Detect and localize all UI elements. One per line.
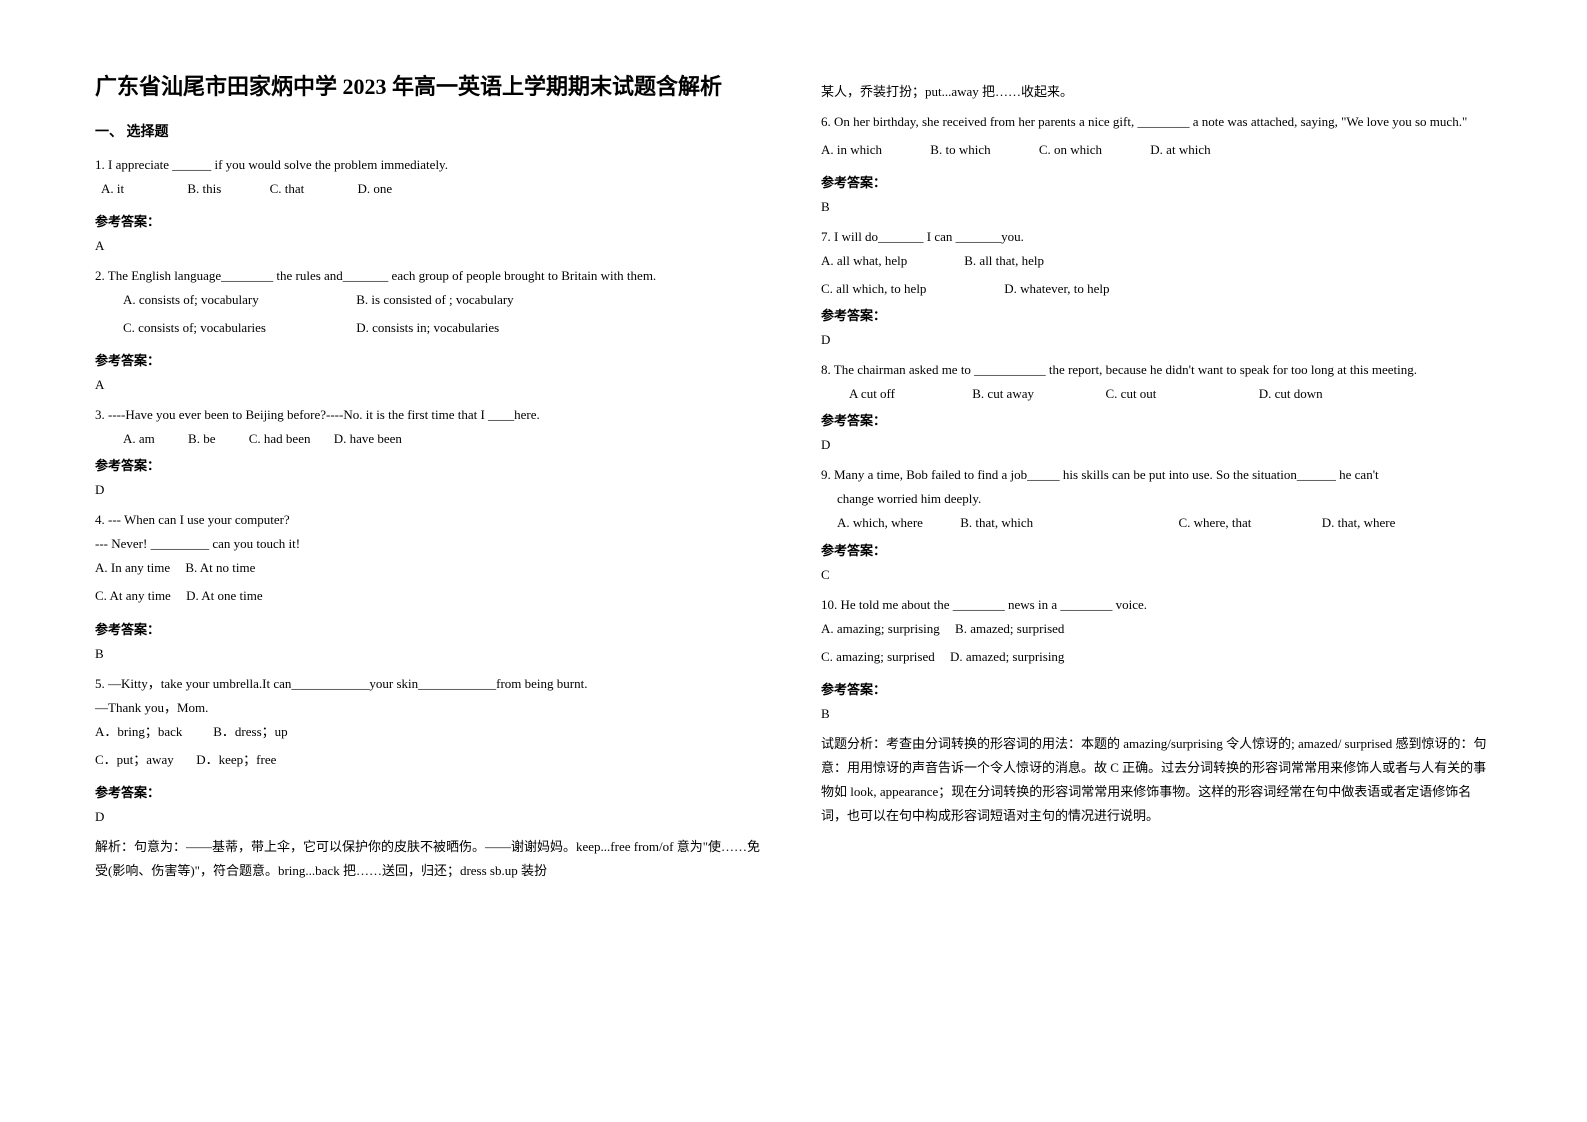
q7-text: 7. I will do_______ I can _______you. [821,225,1492,249]
q6-text: 6. On her birthday, she received from he… [821,110,1492,134]
q5-opt-d: D．keep；free [196,752,276,767]
q6-opt-a: A. in which [821,142,882,157]
q10-options-row1: A. amazing; surprising B. amazed; surpri… [821,617,1492,641]
q4-opt-d: D. At one time [186,588,263,603]
q7-answer: D [821,332,1492,348]
section-header: 一、 选择题 [95,121,766,141]
q10-options-row2: C. amazing; surprised D. amazed; surpris… [821,645,1492,669]
q1-answer: A [95,238,766,254]
q1-opt-b: B. this [187,181,221,196]
q2-options-row1: A. consists of; vocabulary B. is consist… [95,288,766,312]
q9-opt-b: B. that, which [960,511,1175,535]
q8-opt-d: D. cut down [1259,386,1323,401]
q3-answer-label: 参考答案： [95,455,766,474]
q7-options-row1: A. all what, help B. all that, help [821,249,1492,273]
q8-opt-b: B. cut away [972,382,1102,406]
q7-opt-a: A. all what, help [821,249,961,273]
q7-opt-c: C. all which, to help [821,277,1001,301]
q2-opt-a: A. consists of; vocabulary [123,288,353,312]
q8-answer-label: 参考答案： [821,410,1492,429]
q7-answer-label: 参考答案： [821,305,1492,324]
q4-line1: 4. --- When can I use your computer? [95,508,766,532]
q8-opt-c: C. cut out [1106,382,1256,406]
q5-opt-a: A．bring；back [95,720,210,744]
q4-opt-b: B. At no time [185,560,255,575]
q9-line2: change worried him deeply. [821,487,1492,511]
q4-opt-c: C. At any time [95,588,171,603]
q10-text: 10. He told me about the ________ news i… [821,593,1492,617]
right-column: 某人，乔装打扮；put...away 把……收起来。 6. On her bir… [821,70,1492,1082]
q1-answer-label: 参考答案： [95,211,766,230]
q8-options: A cut off B. cut away C. cut out D. cut … [821,382,1492,406]
col2-continuation: 某人，乔装打扮；put...away 把……收起来。 [821,80,1492,104]
q4-options-row1: A. In any time B. At no time [95,556,766,580]
q8-answer: D [821,437,1492,453]
q5-answer: D [95,809,766,825]
q1-opt-a: A. it [101,181,124,196]
q1-opt-c: C. that [270,181,305,196]
q2-opt-c: C. consists of; vocabularies [123,316,353,340]
q1-opt-d: D. one [358,181,393,196]
q3-answer: D [95,482,766,498]
q3-opt-b: B. be [188,431,215,446]
q3-options: A. am B. be C. had been D. have been [95,427,766,451]
q8-text: 8. The chairman asked me to ___________ … [821,358,1492,382]
q6-opt-d: D. at which [1150,142,1210,157]
q6-opt-c: C. on which [1039,142,1102,157]
q4-answer-label: 参考答案： [95,619,766,638]
q2-answer-label: 参考答案： [95,350,766,369]
q1-text: 1. I appreciate ______ if you would solv… [95,153,766,177]
q5-options-row2: C．put；away D．keep；free [95,748,766,772]
q9-answer: C [821,567,1492,583]
q4-answer: B [95,646,766,662]
q9-answer-label: 参考答案： [821,540,1492,559]
q5-opt-c: C．put；away [95,748,193,772]
document-title: 广东省汕尾市田家炳中学 2023 年高一英语上学期期末试题含解析 [95,70,766,103]
q3-opt-a: A. am [123,431,155,446]
q1-options: A. it B. this C. that D. one [95,177,766,201]
q4-line2: --- Never! _________ can you touch it! [95,532,766,556]
q5-line1: 5. —Kitty，take your umbrella.It can_____… [95,672,766,696]
q3-opt-d: D. have been [334,431,402,446]
q8-opt-a: A cut off [849,382,969,406]
q10-answer: B [821,706,1492,722]
q7-options-row2: C. all which, to help D. whatever, to he… [821,277,1492,301]
q2-text: 2. The English language________ the rule… [95,264,766,288]
q9-line1: 9. Many a time, Bob failed to find a job… [821,463,1492,487]
q5-opt-b: B．dress；up [213,724,287,739]
q10-explanation: 试题分析：考查由分词转换的形容词的用法：本题的 amazing/surprisi… [821,732,1492,828]
q2-opt-b: B. is consisted of ; vocabulary [356,292,513,307]
q9-opt-c: C. where, that [1179,511,1319,535]
q4-opt-a: A. In any time [95,560,170,575]
q10-opt-b: B. amazed; surprised [955,621,1064,636]
q2-opt-d: D. consists in; vocabularies [356,320,499,335]
q9-options: A. which, where B. that, which C. where,… [821,511,1492,535]
q9-opt-d: D. that, where [1322,515,1396,530]
q10-answer-label: 参考答案： [821,679,1492,698]
q6-answer: B [821,199,1492,215]
q10-opt-d: D. amazed; surprising [950,649,1064,664]
q7-opt-d: D. whatever, to help [1004,281,1109,296]
q9-opt-a: A. which, where [837,511,957,535]
q10-opt-c: C. amazing; surprised [821,649,935,664]
q6-opt-b: B. to which [930,142,990,157]
q10-opt-a: A. amazing; surprising [821,621,940,636]
q5-line2: —Thank you，Mom. [95,696,766,720]
q3-text: 3. ----Have you ever been to Beijing bef… [95,403,766,427]
q6-answer-label: 参考答案： [821,172,1492,191]
q4-options-row2: C. At any time D. At one time [95,584,766,608]
q3-opt-c: C. had been [249,431,311,446]
q2-options-row2: C. consists of; vocabularies D. consists… [95,316,766,340]
left-column: 广东省汕尾市田家炳中学 2023 年高一英语上学期期末试题含解析 一、 选择题 … [95,70,766,1082]
q2-answer: A [95,377,766,393]
q5-explanation: 解析：句意为：——基蒂，带上伞，它可以保护你的皮肤不被晒伤。——谢谢妈妈。kee… [95,835,766,883]
q5-answer-label: 参考答案： [95,782,766,801]
q5-options-row1: A．bring；back B．dress；up [95,720,766,744]
q7-opt-b: B. all that, help [964,253,1044,268]
q6-options: A. in which B. to which C. on which D. a… [821,138,1492,162]
